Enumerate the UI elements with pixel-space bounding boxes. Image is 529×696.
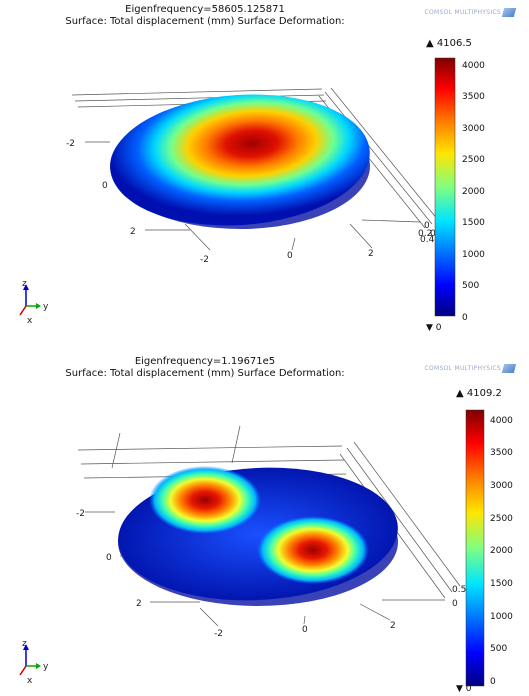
- deformed-plate-mode-1: [110, 94, 370, 229]
- axis-label: 0: [424, 221, 430, 231]
- triad-y-label: y: [43, 662, 49, 672]
- colorbar-tick: 2000: [490, 546, 513, 556]
- axis-label: -2: [76, 509, 85, 519]
- axis-label: 0.4: [420, 235, 435, 245]
- colorbar-tick: 3500: [490, 448, 513, 458]
- logo-text: COMSOL MULTIPHYSICS: [424, 9, 501, 16]
- grid-lines: [71, 87, 439, 251]
- axis-label: 2: [130, 227, 136, 237]
- colorbar-max-label: ▲ 4109.2: [456, 388, 502, 399]
- colorbar-min-label: ▼ 0: [456, 684, 472, 694]
- axis-label: 0: [287, 251, 293, 261]
- colorbar-tick: 1500: [490, 579, 513, 589]
- comsol-logo: COMSOL MULTIPHYSICS: [424, 8, 517, 17]
- surface-label: Surface: Total displacement (mm) Surface…: [65, 368, 345, 379]
- colorbar-tick: 500: [490, 644, 508, 654]
- colorbar-tick: 1500: [462, 218, 485, 228]
- surface-label: Surface: Total displacement (mm) Surface…: [65, 16, 345, 27]
- axis-label: 0: [302, 625, 308, 635]
- axis-label: -2: [66, 139, 75, 149]
- colorbar: [465, 409, 485, 687]
- plot-title: Eigenfrequency=1.19671e5 Surface: Total …: [0, 356, 410, 380]
- axis-label: 0: [102, 181, 108, 191]
- plot-canvas: -2 0 2 -2 0 2 0.5 0 z y x: [19, 409, 485, 687]
- colorbar-tick: 3000: [490, 481, 513, 491]
- colorbar-min-label: ▼ 0: [426, 323, 442, 333]
- comsol-logo: COMSOL MULTIPHYSICS: [424, 364, 517, 373]
- plot-title: Eigenfrequency=58605.125871 Surface: Tot…: [0, 4, 410, 28]
- triad-z-label: z: [22, 639, 27, 649]
- logo-text: COMSOL MULTIPHYSICS: [424, 365, 501, 372]
- triad-y-label: y: [43, 302, 49, 312]
- colorbar-tick: 1000: [490, 612, 513, 622]
- axis-label: 0: [452, 599, 458, 609]
- axis-label: 2: [368, 249, 374, 259]
- axis-triad: z y x: [19, 279, 49, 326]
- colorbar-tick: 500: [462, 281, 480, 291]
- axis-label: -2: [214, 629, 223, 639]
- plot-panel-mode-1: Eigenfrequency=58605.125871 Surface: Tot…: [0, 4, 517, 333]
- axis-label: -2: [200, 255, 209, 265]
- colorbar-tick: 3500: [462, 92, 485, 102]
- triad-x-label: x: [27, 316, 33, 326]
- axis-tick-labels: -2 0 2 -2 0 2 0.5 0: [76, 509, 466, 639]
- plot-panel-mode-2: Eigenfrequency=1.19671e5 Surface: Total …: [0, 348, 529, 696]
- axis-label: 0.5: [452, 585, 466, 595]
- axis-triad: z y x: [19, 639, 49, 686]
- eigenfrequency-label: Eigenfrequency=58605.125871: [125, 4, 285, 15]
- deformed-plate-mode-2: [118, 466, 398, 606]
- colorbar-tick: 2500: [462, 155, 485, 165]
- colorbar-tick: 2000: [462, 187, 485, 197]
- axis-label: 0: [430, 229, 436, 239]
- colorbar-tick: 2500: [490, 514, 513, 524]
- colorbar-tick: 0: [462, 313, 468, 323]
- plot-canvas: -2 0 2 -2 0 2 0 0.2 0 0.4 z y x: [19, 57, 456, 326]
- axis-label: 2: [390, 621, 396, 631]
- colorbar: [434, 57, 456, 317]
- colorbar-max-label: ▲ 4106.5: [426, 38, 472, 49]
- axis-label: 2: [136, 599, 142, 609]
- axis-label: 0.2: [418, 229, 432, 239]
- eigenfrequency-label: Eigenfrequency=1.19671e5: [134, 356, 276, 367]
- colorbar-tick: 1000: [462, 250, 485, 260]
- triad-z-label: z: [22, 279, 27, 289]
- colorbar-tick: 4000: [462, 61, 485, 71]
- axis-tick-labels: -2 0 2 -2 0 2 0 0.2 0 0.4: [66, 139, 436, 265]
- colorbar-tick: 0: [490, 677, 496, 687]
- triad-x-label: x: [27, 676, 33, 686]
- axis-label: 0: [106, 553, 112, 563]
- colorbar-tick: 4000: [490, 416, 513, 426]
- colorbar-tick: 3000: [462, 124, 485, 134]
